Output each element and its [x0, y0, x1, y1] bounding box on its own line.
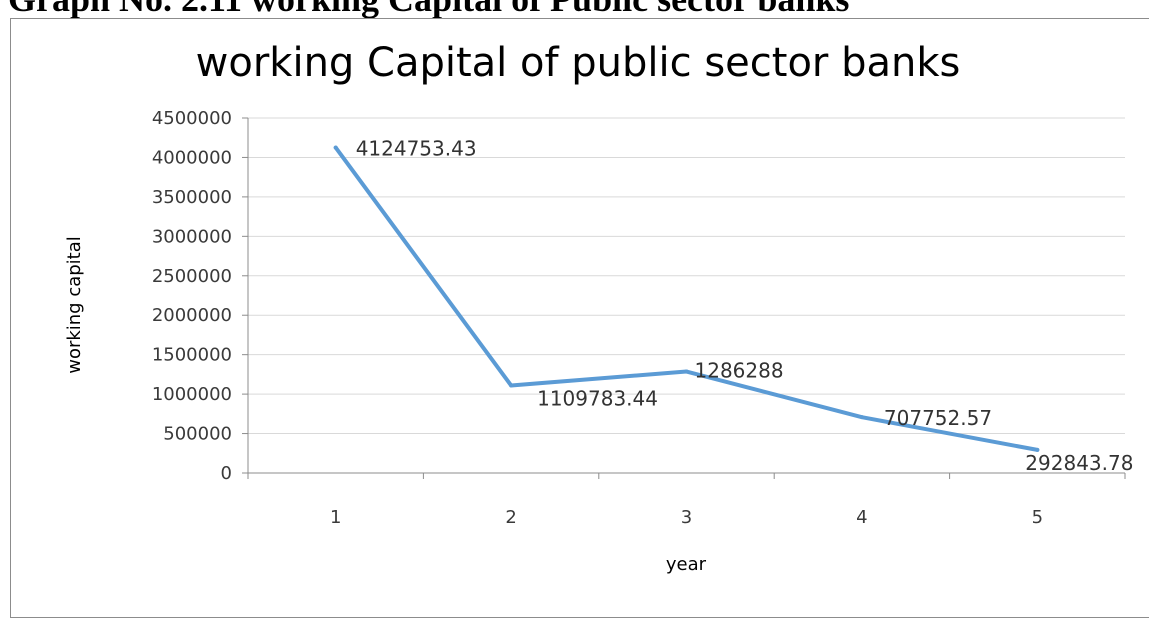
cropped-figure-caption: Graph No. 2.11 working Capital of Public… — [8, 0, 849, 20]
y-tick-label: 2500000 — [152, 266, 232, 287]
line-chart: working Capital of public sector banks 0… — [64, 40, 1134, 575]
x-tick-label: 3 — [681, 507, 692, 528]
data-point — [684, 369, 689, 374]
series-group — [333, 145, 1040, 452]
data-point — [859, 415, 864, 420]
data-label: 707752.57 — [884, 406, 992, 430]
data-label: 1286288 — [695, 359, 784, 383]
data-label: 4124753.43 — [356, 137, 477, 161]
x-tick-label: 5 — [1032, 507, 1043, 528]
x-axis-title: year — [666, 554, 707, 575]
y-tick-label: 0 — [221, 463, 232, 484]
x-tick-label: 1 — [330, 507, 341, 528]
data-point — [509, 383, 514, 388]
y-tick-label: 3500000 — [152, 187, 232, 208]
y-tick-label: 500000 — [163, 424, 232, 445]
x-tick-label: 2 — [505, 507, 516, 528]
y-tick-label: 3000000 — [152, 226, 232, 247]
gridlines — [242, 117, 1126, 479]
x-tick-labels: 1 2 3 4 5 — [330, 507, 1043, 528]
y-tick-label: 1000000 — [152, 384, 232, 405]
data-point — [1035, 447, 1040, 452]
series-line — [333, 145, 1040, 452]
data-labels: 4124753.43 1109783.44 1286288 707752.57 2928… — [356, 137, 1134, 475]
data-point — [333, 145, 338, 150]
y-tick-label: 4500000 — [152, 108, 232, 129]
y-tick-label: 4000000 — [152, 147, 232, 168]
y-axis-title: working capital — [64, 236, 85, 374]
x-tick-label: 4 — [856, 507, 867, 528]
chart-title: working Capital of public sector banks — [196, 40, 961, 86]
y-tick-label: 2000000 — [152, 305, 232, 326]
data-label: 292843.78 — [1025, 451, 1133, 475]
y-tick-label: 1500000 — [152, 345, 232, 366]
y-tick-labels: 0 500000 1000000 1500000 2000000 2500000 30000… — [152, 108, 232, 484]
data-label: 1109783.44 — [537, 386, 658, 410]
